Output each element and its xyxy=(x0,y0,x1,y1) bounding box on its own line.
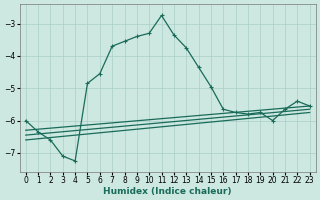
X-axis label: Humidex (Indice chaleur): Humidex (Indice chaleur) xyxy=(103,187,232,196)
